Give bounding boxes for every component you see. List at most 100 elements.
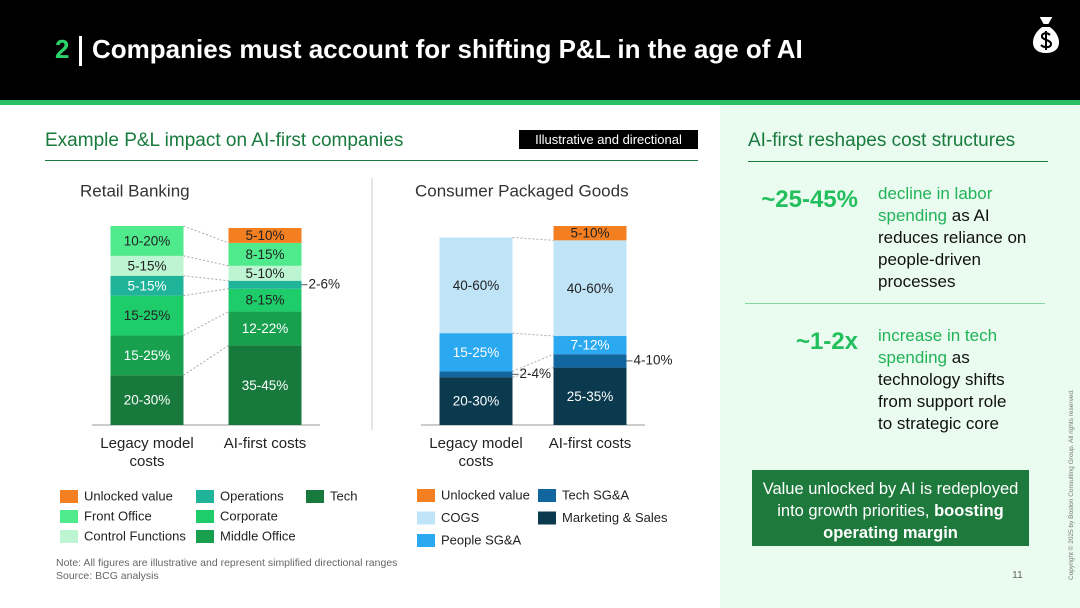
legend-label: People SG&A (441, 532, 522, 547)
stat-desc: as technology shifts from support role t… (878, 348, 1007, 433)
stat-desc: as AI reduces reliance on people-driven … (878, 206, 1027, 291)
data-label: 10-20% (124, 233, 171, 248)
legend-swatch (417, 534, 435, 547)
data-label: 15-25% (124, 348, 171, 363)
bar-segment (553, 367, 627, 425)
legend-label: Front Office (84, 508, 152, 523)
data-label: 40-60% (567, 281, 614, 296)
legend-swatch (538, 489, 556, 502)
data-label: 12-22% (242, 321, 289, 336)
legend-label: Middle Office (220, 528, 296, 543)
connector (183, 225, 229, 244)
connector (183, 344, 229, 376)
bar-segment (228, 280, 302, 289)
data-label: 8-15% (245, 293, 284, 308)
bar-segment (110, 375, 184, 425)
x-tick-label: AI-first costs (223, 435, 307, 452)
data-label: 2-6% (309, 276, 341, 291)
bar-segment (228, 345, 302, 425)
data-label: 20-30% (124, 393, 171, 408)
bar-segment (228, 288, 302, 312)
bar-segment (553, 240, 627, 337)
data-label: 35-45% (242, 378, 289, 393)
bar-segment (228, 265, 302, 281)
data-label: 5-10% (570, 226, 609, 241)
bar-segment (110, 335, 184, 376)
connector (512, 236, 554, 241)
panel-title: AI-first reshapes cost structures (748, 130, 1016, 151)
legend-swatch (60, 530, 78, 543)
callout-bold: boosting operating margin (823, 502, 1004, 542)
data-label: 2-4% (520, 366, 552, 381)
legend-label: Marketing & Sales (562, 510, 668, 525)
section-number: 2 (55, 34, 70, 64)
bar-segment (228, 242, 302, 266)
connector (183, 255, 229, 267)
bar-segment (110, 226, 184, 256)
copyright: Copyright © 2025 by Boston Consulting Gr… (1068, 389, 1075, 580)
x-tick-label: Legacy model costs (100, 435, 194, 470)
bar-segment (439, 377, 513, 425)
connector (512, 353, 554, 372)
data-label: 5-10% (245, 228, 284, 243)
bar-segment (553, 354, 627, 368)
data-label: 5-15% (127, 278, 166, 293)
slide-title: Companies must account for shifting P&L … (92, 34, 803, 64)
callout-text: Value unlocked by AI is redeployed into … (762, 480, 1019, 520)
bar-segment (110, 255, 184, 276)
tag: Illustrative and directional (519, 130, 698, 149)
connector (512, 332, 554, 337)
bar-segment (439, 237, 513, 334)
stat-text: decline in labor spending as AI reduces … (878, 183, 1028, 293)
data-label: 5-15% (127, 258, 166, 273)
source: Source: BCG analysis (56, 570, 159, 582)
stat-value: ~1-2x (795, 328, 858, 355)
legend-swatch (60, 490, 78, 503)
legend-swatch (60, 510, 78, 523)
legend-label: COGS (441, 510, 480, 525)
header-band (0, 0, 1080, 100)
connector (183, 275, 229, 282)
separator (79, 36, 82, 66)
bar-segment (553, 336, 627, 355)
legend-swatch (196, 530, 214, 543)
connector (512, 367, 554, 378)
bar-segment (439, 371, 513, 378)
data-label: 8-15% (245, 247, 284, 262)
bar-segment (228, 227, 302, 243)
stat-highlight: decline in labor spending (878, 184, 993, 225)
money-bag-icon (1031, 15, 1061, 56)
legend-label: Unlocked value (84, 488, 173, 503)
page-number: 11 (1012, 569, 1023, 581)
data-label: 15-25% (124, 308, 171, 323)
charts: Retail Banking 20-30% 15-25% 15-25% 5-15% 5-1… (60, 178, 673, 547)
bar-segment (110, 295, 184, 336)
data-label: 7-12% (570, 338, 609, 353)
data-label: 20-30% (453, 394, 500, 409)
chart-title: Consumer Packaged Goods (415, 181, 629, 200)
data-label: 5-10% (245, 266, 284, 281)
x-tick-label: AI-first costs (548, 435, 632, 452)
legend-label: Tech SG&A (562, 487, 630, 502)
data-label: 40-60% (453, 278, 500, 293)
section-rule (45, 160, 698, 161)
bar-segment (553, 226, 627, 241)
legend-swatch (538, 511, 556, 525)
stat-text: increase in tech spending as technology … (878, 325, 1013, 435)
legend-label: Control Functions (84, 528, 186, 543)
chart-title: Retail Banking (80, 181, 190, 200)
data-label: 15-25% (453, 345, 500, 360)
x-tick-label: Legacy model costs (429, 435, 523, 470)
note: Note: All figures are illustrative and r… (56, 557, 398, 569)
stat-highlight: increase in tech spending (878, 326, 998, 367)
section-title: Example P&L impact on AI-first companies (45, 130, 404, 151)
connector (183, 288, 229, 297)
header-rule (0, 100, 1080, 105)
panel-divider (745, 303, 1045, 304)
legend-swatch (196, 510, 214, 523)
legend-swatch (196, 490, 214, 503)
bar-segment (439, 333, 513, 372)
legend-label: Unlocked value (441, 487, 530, 502)
data-label: 25-35% (567, 389, 614, 404)
